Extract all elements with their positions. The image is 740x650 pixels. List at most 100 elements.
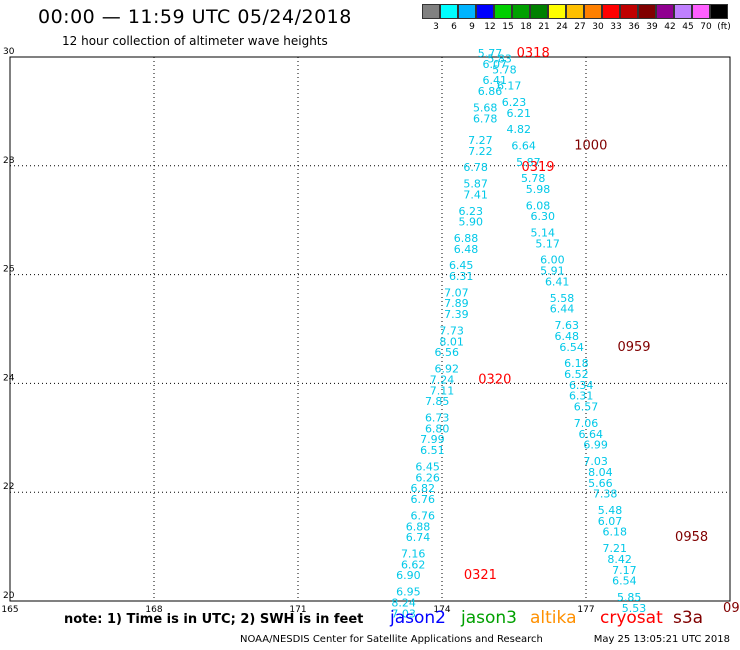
wave-height-point: 5.48 (598, 504, 623, 517)
pass-time-label: 0320 (478, 372, 511, 387)
wave-height-point: 6.31 (449, 270, 474, 283)
wave-height-point: 6.07 (483, 58, 508, 71)
wave-height-point: 6.64 (511, 139, 536, 152)
color-swatch-label: 9 (469, 22, 475, 32)
y-tick-label: 28 (3, 156, 15, 166)
wave-height-point: 6.76 (411, 493, 436, 506)
color-swatch-label: 70 (700, 22, 712, 32)
wave-height-point: 6.23 (459, 205, 484, 218)
note-text: note: 1) Time is in UTC; 2) SWH is in fe… (64, 612, 364, 627)
color-swatch (674, 4, 692, 19)
color-swatch (458, 4, 476, 19)
wave-height-point: 6.07 (598, 515, 623, 528)
wave-height-point: 6.18 (603, 526, 628, 539)
wave-height-point: 6.64 (579, 428, 604, 441)
color-swatch (512, 4, 530, 19)
wave-height-point: 6.18 (564, 357, 589, 370)
y-tick-label: 22 (3, 482, 14, 492)
wave-height-point: 6.86 (478, 85, 503, 98)
wave-height-point: 6.08 (526, 199, 551, 212)
wave-height-point: 5.58 (550, 292, 575, 305)
wave-height-point: 7.27 (468, 134, 493, 147)
color-swatch-label: 24 (556, 22, 568, 32)
color-swatch-label: 30 (592, 22, 604, 32)
color-swatch (476, 4, 494, 19)
wave-height-point: 6.41 (545, 275, 570, 288)
wave-height-point: 5.77 (478, 47, 503, 60)
wave-height-point: 7.22 (468, 145, 493, 158)
y-tick-label: 26 (3, 265, 15, 275)
color-swatch (656, 4, 674, 19)
wave-height-point: 7.89 (444, 297, 469, 310)
x-tick-label: 171 (289, 605, 306, 615)
wave-height-point: 6.34 (569, 379, 594, 392)
wave-height-point: 6.00 (540, 254, 565, 267)
color-swatch (548, 4, 566, 19)
wave-height-point: 5.14 (531, 227, 556, 240)
wave-height-point: 7.73 (439, 324, 464, 337)
wave-height-point: 6.54 (559, 341, 584, 354)
wave-height-point: 8.42 (607, 553, 632, 566)
wave-height-point: 7.11 (430, 384, 455, 397)
pass-time-label: 0318 (517, 46, 550, 61)
color-swatch (602, 4, 620, 19)
legend-cryosat: cryosat (600, 608, 663, 628)
color-swatch-label: 12 (484, 22, 496, 32)
credit-text: NOAA/NESDIS Center for Satellite Applica… (240, 634, 543, 645)
wave-height-point: 5.90 (459, 216, 484, 229)
wave-height-point: 6.54 (612, 575, 637, 588)
x-tick-label: 177 (577, 605, 594, 615)
legend-jason3: jason3 (461, 608, 517, 628)
pass-time-label: 0321 (464, 568, 497, 583)
wave-height-point: 6.99 (583, 439, 608, 452)
wave-height-point: 6.74 (406, 531, 431, 544)
wave-height-point: 6.92 (435, 363, 460, 376)
y-tick-label: 20 (3, 591, 15, 601)
wave-height-point: 7.17 (612, 564, 637, 577)
wave-height-point: 6.41 (483, 74, 508, 87)
color-swatch-label: 21 (538, 22, 550, 32)
wave-height-point: 6.95 (396, 586, 421, 599)
chart-title: 00:00 — 11:59 UTC 05/24/2018 (38, 6, 352, 28)
wave-height-point: 5.66 (588, 477, 613, 490)
color-swatch (494, 4, 512, 19)
color-swatch-label: 33 (610, 22, 622, 32)
wave-height-point: 5.87 (516, 156, 541, 169)
pass-time-label: 0319 (521, 160, 554, 175)
timestamp-text: May 25 13:05:21 UTC 2018 (593, 634, 730, 645)
wave-height-point: 6.62 (401, 558, 426, 571)
wave-height-point: 5.68 (473, 101, 498, 114)
wave-height-point: 7.41 (463, 188, 488, 201)
wave-height-point: 5.78 (492, 63, 517, 76)
wave-height-point: 6.78 (463, 161, 488, 174)
y-tick-label: 30 (3, 47, 15, 57)
wave-height-point: 6.52 (564, 368, 589, 381)
wave-height-point: 6.45 (415, 460, 440, 473)
x-tick-label: 168 (145, 605, 162, 615)
wave-height-point: 6.17 (497, 80, 522, 93)
color-swatch-label: 6 (451, 22, 457, 32)
wave-height-point: 5.83 (487, 52, 512, 65)
pass-time-label: 0957 (723, 601, 740, 616)
pass-time-label: 0958 (675, 530, 708, 545)
color-swatch-label: 3 (433, 22, 439, 32)
wave-height-point: 7.03 (583, 455, 608, 468)
color-swatch-label: 45 (682, 22, 694, 32)
legend-jason2: jason2 (390, 608, 446, 628)
wave-height-point: 6.76 (411, 509, 436, 522)
wave-height-point: 6.26 (415, 471, 440, 484)
plot-frame (9, 56, 731, 602)
color-swatch-label: 39 (646, 22, 658, 32)
wave-height-point: 4.82 (507, 123, 532, 136)
wave-height-point: 8.04 (588, 466, 613, 479)
x-tick-label: 165 (1, 605, 18, 615)
color-swatch (692, 4, 710, 19)
color-swatch (638, 4, 656, 19)
color-swatch (440, 4, 458, 19)
wave-height-point: 7.63 (555, 319, 580, 332)
color-swatch-label: 15 (502, 22, 514, 32)
wave-height-point: 8.01 (439, 335, 464, 348)
wave-height-point: 5.53 (622, 602, 647, 615)
wave-height-point: 6.44 (550, 303, 575, 316)
wave-height-point: 5.78 (521, 172, 546, 185)
